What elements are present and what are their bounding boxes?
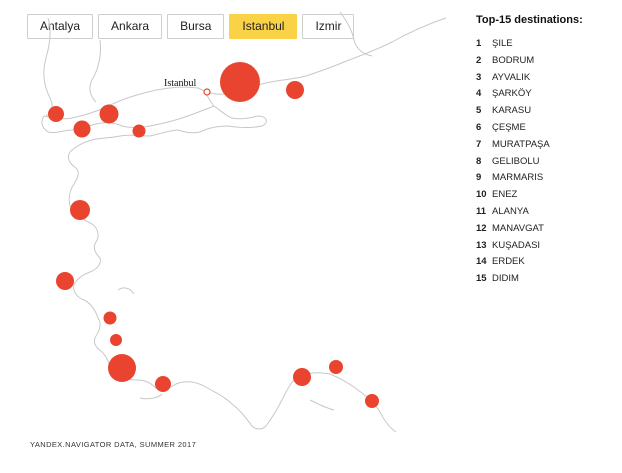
destination-name: KUŞADASI (492, 239, 541, 251)
tab-ankara[interactable]: Ankara (98, 14, 163, 39)
destination-item: 11 ALANYA (476, 204, 616, 221)
destination-rank: 4 (476, 88, 482, 100)
marker-bodrum[interactable] (108, 354, 136, 382)
destination-item: 13 KUŞADASI (476, 238, 616, 255)
destination-item: 9 MARMARIS (476, 170, 616, 187)
marker-sile[interactable] (220, 62, 260, 102)
destination-rank: 6 (476, 121, 482, 133)
marker-manavgat[interactable] (329, 360, 343, 374)
destination-item: 3 AYVALIK (476, 70, 616, 87)
destination-item: 5 KARASU (476, 103, 616, 120)
destination-rank: 8 (476, 155, 482, 167)
destination-name: GELIBOLU (492, 155, 540, 167)
origin-marker (203, 88, 211, 96)
destination-rank: 10 (476, 189, 487, 201)
tab-istanbul[interactable]: Istanbul (229, 14, 298, 39)
marker-alanya[interactable] (365, 394, 379, 408)
marker-muratpasa[interactable] (293, 368, 311, 386)
destination-item: 1 ŞILE (476, 36, 616, 53)
destination-name: ENEZ (492, 189, 518, 201)
destination-item: 10 ENEZ (476, 187, 616, 204)
destination-rank: 13 (476, 239, 487, 251)
destination-item: 4 ŞARKÖY (476, 86, 616, 103)
destination-rank: 9 (476, 172, 482, 184)
marker-ayvalik[interactable] (70, 200, 90, 220)
destination-name: MARMARIS (492, 172, 544, 184)
destination-name: MURATPAŞA (492, 138, 550, 150)
destination-name: DIDIM (492, 273, 519, 285)
destination-markers (48, 62, 379, 408)
destinations-map: Istanbul (41, 11, 447, 433)
destination-item: 2 BODRUM (476, 53, 616, 70)
destination-item: 7 MURATPAŞA (476, 137, 616, 154)
marker-erdek[interactable] (132, 124, 146, 138)
destination-name: AYVALIK (492, 71, 531, 83)
legend-title: Top-15 destinations: (476, 14, 583, 26)
marker-sarkoy[interactable] (99, 104, 119, 124)
top-destinations-legend: Top-15 destinations: 1 ŞILE 2 BODRUM 3 AYVALI… (476, 14, 616, 288)
marker-marmaris[interactable] (155, 376, 171, 392)
destination-item: 14 ERDEK (476, 254, 616, 271)
marker-karasu[interactable] (286, 81, 304, 99)
destination-list: 1 ŞILE 2 BODRUM 3 AYVALIK 4 ŞARKÖY 5 KARASU 6 ÇEŞME… (476, 36, 616, 288)
data-source-note: YANDEX.NAVIGATOR DATA, SUMMER 2017 (30, 440, 197, 449)
destination-name: BODRUM (492, 54, 535, 66)
destination-rank: 1 (476, 38, 482, 49)
marker-gelibolu[interactable] (73, 120, 91, 138)
marker-kusadasi[interactable] (103, 311, 117, 325)
destination-item: 12 MANAVGAT (476, 221, 616, 238)
marker-enez[interactable] (48, 106, 64, 122)
destination-rank: 2 (476, 54, 482, 66)
destination-name: ALANYA (492, 205, 529, 217)
destination-rank: 11 (476, 205, 487, 217)
destination-name: ŞILE (492, 38, 513, 49)
destination-name: ŞARKÖY (492, 88, 532, 100)
destination-item: 15 DIDIM (476, 271, 616, 288)
destination-name: ERDEK (492, 256, 525, 268)
destination-rank: 15 (476, 273, 487, 285)
destination-item: 8 GELIBOLU (476, 154, 616, 171)
tab-izmir[interactable]: Izmir (302, 14, 355, 39)
tab-bursa[interactable]: Bursa (167, 14, 225, 39)
destination-name: ÇEŞME (492, 121, 526, 133)
destination-rank: 3 (476, 71, 482, 83)
destination-rank: 14 (476, 256, 487, 268)
destination-rank: 7 (476, 138, 482, 150)
city-tabs: Antalya Ankara Bursa Istanbul Izmir (27, 14, 355, 39)
destination-name: KARASU (492, 105, 532, 117)
destination-rank: 5 (476, 105, 482, 117)
marker-didim[interactable] (110, 334, 122, 346)
marker-cesme[interactable] (56, 272, 74, 290)
origin-city-label: Istanbul (164, 78, 196, 89)
destination-item: 6 ÇEŞME (476, 120, 616, 137)
destination-rank: 12 (476, 222, 487, 234)
destination-name: MANAVGAT (492, 222, 544, 234)
